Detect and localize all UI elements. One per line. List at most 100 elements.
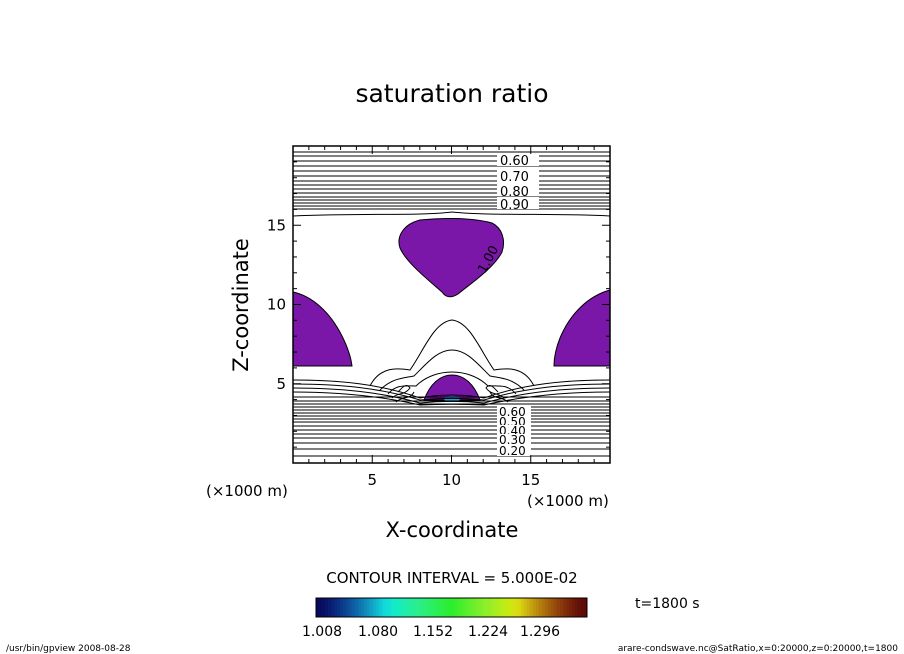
colorbar-strip — [355, 598, 359, 617]
contour-labels-upper: 0.60 0.70 0.80 0.90 — [497, 153, 539, 213]
colorbar-strip — [400, 598, 404, 617]
colorbar-strip — [346, 598, 350, 617]
colorbar-strip — [319, 598, 323, 617]
colorbar-strip — [382, 598, 386, 617]
colorbar-strip — [490, 598, 495, 617]
colorbar-strip — [547, 598, 552, 617]
colorbar-tick-label: 1.080 — [358, 624, 398, 640]
contour-label: 0.60 — [500, 154, 529, 169]
colorbar-strip — [406, 598, 410, 617]
colorbar-strip — [424, 598, 428, 617]
colorbar-strip — [370, 598, 374, 617]
colorbar-strip — [343, 598, 347, 617]
colorbar-strip — [418, 598, 422, 617]
colorbar-strip — [409, 598, 413, 617]
shade-region-left — [292, 291, 353, 367]
x-axis-unit: (×1000 m) — [527, 492, 609, 510]
contour-label: 0.30 — [499, 433, 526, 447]
colorbar — [316, 598, 588, 617]
contour-label: 0.90 — [500, 198, 529, 213]
colorbar-strip — [541, 598, 546, 617]
colorbar-strip — [367, 598, 371, 617]
colorbar-strip — [565, 598, 570, 617]
colorbar-strip — [388, 598, 392, 617]
colorbar-strip — [478, 598, 483, 617]
axis-tick-labels: 5 10 15 5 10 15 — [267, 216, 540, 489]
bump-contours — [369, 319, 535, 403]
colorbar-strip — [514, 598, 519, 617]
lower-contours — [292, 379, 611, 457]
colorbar-strip — [328, 598, 332, 617]
colorbar-strip — [442, 598, 446, 617]
colorbar-tick-label: 1.296 — [520, 624, 560, 640]
colorbar-strip — [412, 598, 416, 617]
colorbar-strip — [421, 598, 425, 617]
colorbar-strip — [484, 598, 489, 617]
colorbar-strip — [538, 598, 543, 617]
colorbar-strip — [475, 598, 479, 617]
colorbar-strip — [556, 598, 561, 617]
colorbar-tick-label: 1.152 — [413, 624, 453, 640]
colorbar-strip — [448, 598, 452, 617]
y-axis-label: Z-coordinate — [229, 238, 253, 372]
colorbar-strip — [352, 598, 356, 617]
colorbar-strip — [562, 598, 567, 617]
contour-labels-lower: 0.60 0.50 0.40 0.30 0.20 — [497, 405, 531, 458]
colorbar-strip — [583, 598, 588, 617]
colorbar-strip — [394, 598, 398, 617]
x-tick-label: 15 — [521, 471, 540, 489]
colorbar-strip — [580, 598, 585, 617]
colorbar-strip — [340, 598, 344, 617]
axis-ticks — [293, 146, 610, 463]
colorbar-tick-label: 1.008 — [302, 624, 342, 640]
colorbar-strip — [322, 598, 326, 617]
colorbar-strip — [550, 598, 555, 617]
colorbar-strip — [397, 598, 401, 617]
colorbar-strip — [403, 598, 407, 617]
colorbar-strip — [493, 598, 498, 617]
x-axis-label: X-coordinate — [386, 518, 519, 542]
colorbar-strip — [574, 598, 579, 617]
colorbar-strip — [457, 598, 461, 617]
colorbar-strip — [532, 598, 537, 617]
colorbar-strip — [502, 598, 507, 617]
colorbar-strip — [331, 598, 335, 617]
colorbar-strip — [436, 598, 440, 617]
colorbar-strip — [376, 598, 380, 617]
colorbar-strip — [391, 598, 395, 617]
colorbar-strip — [451, 598, 455, 617]
x-tick-label: 5 — [367, 471, 377, 489]
time-label: t=1800 s — [635, 596, 700, 612]
y-tick-label: 15 — [267, 216, 286, 234]
contour-label: 0.80 — [500, 185, 529, 200]
colorbar-strip — [337, 598, 341, 617]
shade-region-cloud — [398, 217, 505, 298]
colorbar-strip — [466, 598, 470, 617]
colorbar-strip — [454, 598, 458, 617]
colorbar-strip — [445, 598, 449, 617]
colorbar-strip — [571, 598, 576, 617]
colorbar-strip — [334, 598, 338, 617]
colorbar-strip — [487, 598, 492, 617]
colorbar-strip — [496, 598, 501, 617]
upper-contours — [292, 151, 611, 217]
colorbar-strip — [373, 598, 377, 617]
z-axis-unit: (×1000 m) — [206, 482, 288, 500]
colorbar-strip — [472, 598, 476, 617]
plot-area: 0.60 0.70 0.80 0.90 1.00 0.60 0.50 0.40 … — [292, 145, 611, 464]
contour-interval: CONTOUR INTERVAL = 5.000E-02 — [326, 569, 577, 587]
colorbar-strip — [364, 598, 368, 617]
colorbar-strip — [499, 598, 504, 617]
shade-region-right — [553, 289, 611, 367]
colorbar-strip — [460, 598, 464, 617]
x-tick-label: 10 — [442, 471, 461, 489]
y-tick-label: 5 — [276, 375, 286, 393]
colorbar-strip — [511, 598, 516, 617]
colorbar-tick-label: 1.224 — [468, 624, 508, 640]
colorbar-strip — [358, 598, 362, 617]
colorbar-strip — [535, 598, 540, 617]
colorbar-strip — [463, 598, 467, 617]
contour-label: 0.70 — [500, 170, 529, 185]
colorbar-strip — [439, 598, 443, 617]
